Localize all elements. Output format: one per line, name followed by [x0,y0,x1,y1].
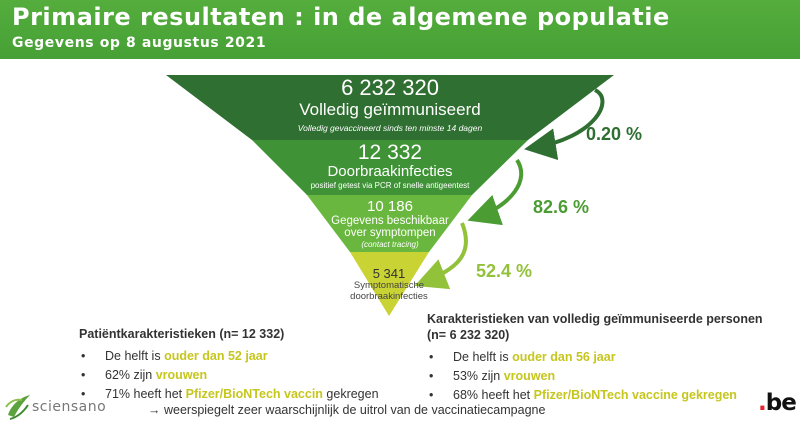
list-item: • De helft is ouder dan 52 jaar [81,349,268,363]
funnel-level-1 [166,75,614,140]
level-3-label: Gegevens beschikbaar [331,215,449,227]
patient-characteristics-list: • De helft is ouder dan 52 jaar • 62% zijn… [79,347,379,404]
list-item: • 68% heeft het Pfizer/BioNTech vaccine g… [429,388,737,402]
sciensano-logo: sciensano [4,389,106,426]
funnel-level-4 [350,252,429,316]
funnel-level-3 [307,195,472,252]
conclusion-line: → weerspiegelt zeer waarschijnlijk de ui… [148,403,545,417]
conclusion-text: weerspiegelt zeer waarschijnlijk de uitr… [163,403,546,417]
funnel-level-2 [252,140,528,195]
page-subtitle: Gegevens op 8 augustus 2021 [12,35,267,51]
list-item: • 53% zijn vrouwen [429,369,556,383]
level-4-number: 5 341 [372,266,406,281]
level-1-label: Volledig geïmmuniseerd [299,100,481,119]
level-1-sub: Volledig gevaccineerd sinds ten minste 1… [297,123,483,133]
list-item: • 62% zijn vrouwen [81,368,208,382]
percentage-3: 52.4 % [476,261,533,281]
level-4-label: Symptomatische doorbraakinfecties [350,280,428,302]
level-3-sub: (contact tracing) [361,240,419,249]
level-1-number: 6 232 320 [341,75,439,100]
level-2-sub: positief getest via PCR of snelle antige… [310,181,470,190]
funnel-level-1-text: 6 232 320 Volledig geïmmuniseerd Volledi… [240,76,540,134]
arrow-2 [467,158,524,226]
level-3-label-2: over symptompen [344,227,436,239]
arrow-1 [524,88,605,161]
immunized-characteristics-list: • De helft is ouder dan 56 jaar • 53% zijn… [427,348,763,405]
immunized-characteristics: Karakteristieken van volledig geïmmunise… [427,312,763,405]
level-3-number: 10 186 [367,198,413,215]
immunized-characteristics-count: (n= 6 232 320) [427,328,510,342]
list-item: • 71% heeft het Pfizer/BioNTech vaccin ge… [81,387,379,401]
sciensano-mark-icon [5,395,30,420]
percentage-2: 82.6 % [533,197,590,217]
arrow-3 [414,222,468,290]
page-title: Primaire resultaten : in de algemene pop… [12,3,670,31]
level-2-label: Doorbraakinfecties [327,163,453,180]
funnel-level-4-text: 5 341 Symptomatische doorbraakinfecties [334,267,444,302]
level-2-number: 12 332 [357,141,423,164]
patient-characteristics: Patiëntkarakteristieken (n= 12 332) • De … [79,327,379,404]
right-arrow-icon: → [148,403,161,417]
list-item: • De helft is ouder dan 56 jaar [429,350,616,364]
patient-characteristics-heading: Patiëntkarakteristieken (n= 12 332) [79,327,285,341]
percentage-1: 0.20 % [586,124,643,144]
belgium-be-logo: .be [758,390,797,416]
funnel-level-2-text: 12 332 Doorbraakinfecties positief getes… [270,142,510,192]
sciensano-wordmark: sciensano [32,399,107,415]
immunized-characteristics-heading: Karakteristieken van volledig geïmmunise… [427,312,763,326]
funnel-level-3-text: 10 186 Gegevens beschikbaar over symptom… [310,199,470,250]
title-bar: Primaire resultaten : in de algemene pop… [0,0,800,59]
